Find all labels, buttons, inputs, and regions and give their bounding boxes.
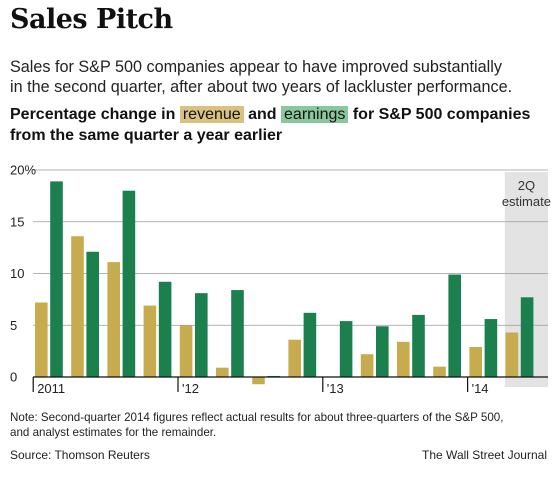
revenue-bar (71, 236, 84, 377)
revenue-bar (505, 332, 519, 377)
earnings-bar (158, 281, 172, 377)
note-line-1: Note: Second-quarter 2014 figures reflec… (10, 411, 504, 424)
y-tick-label: 10 (10, 266, 24, 281)
earnings-bar (86, 251, 99, 377)
y-tick-label: 0 (10, 370, 17, 385)
earnings-bar (303, 312, 317, 377)
year-label: 2011 (37, 381, 65, 396)
chart-note: Note: Second-quarter 2014 figures reflec… (10, 410, 550, 440)
note-line-2: and analyst estimates for the remainder. (10, 426, 217, 439)
headline-line-2: from the same quarter a year earlier (10, 127, 283, 144)
revenue-bar (433, 366, 446, 377)
y-tick-label: 5 (10, 318, 17, 333)
revenue-bar (179, 325, 193, 377)
revenue-bar (107, 262, 120, 377)
headline-prefix: Percentage change in (10, 106, 180, 123)
earnings-bar (231, 290, 244, 377)
earnings-bar (448, 274, 461, 377)
year-label: '14 (472, 381, 489, 396)
headline-middle: and (243, 106, 282, 123)
y-tick-label: 15 (10, 214, 24, 229)
legend-earnings: earnings (281, 106, 349, 123)
revenue-bar (360, 354, 374, 377)
subtitle-line-1: Sales for S&P 500 companies appear to ha… (10, 58, 502, 76)
legend-revenue: revenue (179, 106, 244, 123)
year-label: '12 (182, 381, 199, 396)
revenue-bar (397, 341, 410, 377)
earnings-bar (50, 181, 63, 377)
revenue-bar (143, 305, 157, 377)
estimate-label-line-1: 2Q (518, 178, 535, 193)
source-credit: Source: Thomson Reuters (10, 448, 150, 462)
revenue-bar (469, 346, 482, 377)
earnings-bar (122, 190, 136, 377)
year-label: '13 (327, 381, 344, 396)
headline-line-1: Percentage change in revenue and earning… (10, 104, 555, 125)
earnings-bar (412, 314, 425, 377)
revenue-bar (35, 302, 48, 377)
revenue-bar (288, 339, 301, 377)
chart-subtitle: Sales for S&P 500 companies appear to ha… (10, 57, 550, 97)
y-tick-label: 20% (10, 163, 36, 178)
chart-title: Sales Pitch (10, 4, 173, 35)
earnings-bar (339, 321, 353, 377)
estimate-label-line-2: estimate (502, 194, 551, 209)
earnings-bar (195, 293, 208, 377)
headline-suffix: for S&P 500 companies (348, 106, 531, 123)
revenue-bar (252, 377, 265, 385)
subtitle-line-2: in the second quarter, after about two y… (10, 78, 513, 96)
chart-headline: Percentage change in revenue and earning… (10, 104, 555, 146)
earnings-bar (484, 319, 498, 377)
earnings-bar (376, 326, 389, 377)
publisher-credit: The Wall Street Journal (422, 448, 547, 462)
earnings-bar (520, 297, 534, 377)
revenue-bar (216, 367, 229, 377)
